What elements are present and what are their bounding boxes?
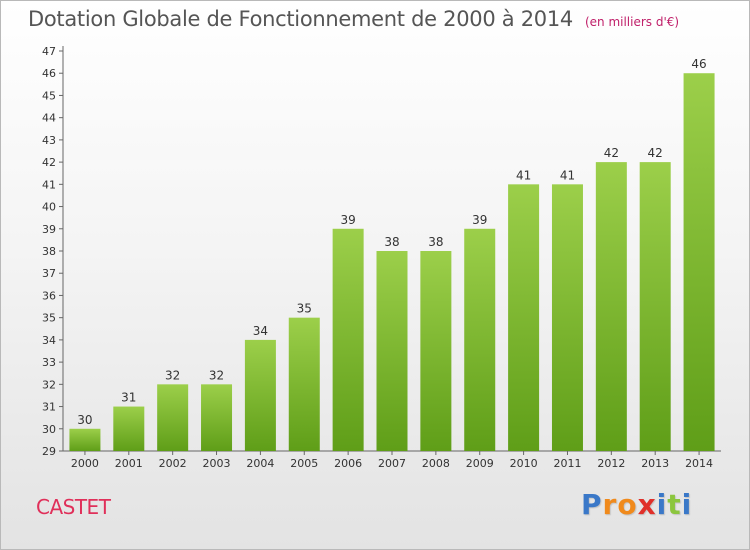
x-tick-label: 2014 [685, 457, 713, 470]
y-tick-label: 41 [42, 178, 56, 191]
bar [508, 184, 540, 452]
logo-letter: r [602, 488, 618, 521]
bar-value-label: 39 [340, 213, 355, 227]
x-tick-label: 2009 [466, 457, 494, 470]
x-tick-label: 2002 [159, 457, 187, 470]
y-tick-label: 45 [42, 89, 56, 102]
x-tick-label: 2012 [597, 457, 625, 470]
y-tick-label: 34 [42, 334, 56, 347]
bar-value-label: 42 [648, 146, 663, 160]
town-name: CASTET [36, 495, 111, 519]
y-tick-label: 36 [42, 289, 56, 302]
logo-letter: o [617, 488, 638, 521]
bar [551, 184, 583, 452]
y-tick-label: 33 [42, 356, 56, 369]
bar-value-label: 38 [384, 235, 399, 249]
logo-letter: P [581, 488, 603, 521]
chart-title: Dotation Globale de Fonctionnement de 20… [28, 7, 679, 31]
bar-value-label: 34 [253, 324, 268, 338]
bar-value-label: 31 [121, 391, 136, 405]
bar-value-label: 35 [297, 302, 312, 316]
proxiti-logo: Proxiti [581, 488, 692, 521]
y-tick-label: 39 [42, 223, 56, 236]
y-tick-label: 42 [42, 156, 56, 169]
bar-value-label: 38 [428, 235, 443, 249]
y-tick-label: 35 [42, 312, 56, 325]
logo-letter: t [667, 488, 682, 521]
chart-subtitle: (en milliers d'€) [584, 15, 680, 29]
y-tick-label: 47 [42, 45, 56, 58]
bar-value-label: 41 [560, 168, 575, 182]
bar [69, 428, 101, 451]
y-tick-label: 38 [42, 245, 56, 258]
bar [639, 162, 671, 451]
bar-value-label: 42 [604, 146, 619, 160]
bar [464, 228, 496, 451]
y-tick-label: 44 [42, 112, 56, 125]
bar [288, 317, 320, 451]
x-tick-label: 2000 [71, 457, 99, 470]
bar [595, 162, 627, 451]
bar [201, 384, 233, 451]
y-tick-label: 29 [42, 445, 56, 458]
x-tick-label: 2010 [510, 457, 538, 470]
x-tick-label: 2011 [553, 457, 581, 470]
x-tick-label: 2005 [290, 457, 318, 470]
bar [157, 384, 189, 451]
y-tick-label: 32 [42, 378, 56, 391]
bar [420, 251, 452, 451]
bar-value-label: 39 [472, 213, 487, 227]
x-tick-label: 2001 [115, 457, 143, 470]
x-tick-label: 2008 [422, 457, 450, 470]
x-tick-label: 2007 [378, 457, 406, 470]
logo-letter: i [681, 488, 693, 521]
logo-letter: x [637, 488, 657, 521]
y-tick-label: 46 [42, 67, 56, 80]
y-tick-label: 43 [42, 134, 56, 147]
bar-value-label: 30 [77, 413, 92, 427]
bar-value-label: 41 [516, 168, 531, 182]
x-tick-label: 2003 [203, 457, 231, 470]
y-tick-label: 31 [42, 401, 56, 414]
bar [244, 339, 276, 451]
x-tick-label: 2006 [334, 457, 362, 470]
bar [376, 251, 408, 451]
y-tick-label: 40 [42, 201, 56, 214]
bar-value-label: 32 [165, 368, 180, 382]
y-tick-label: 37 [42, 267, 56, 280]
bar [683, 73, 715, 451]
bar-value-label: 46 [691, 57, 706, 71]
bar [332, 228, 364, 451]
x-tick-label: 2004 [246, 457, 274, 470]
bar [113, 406, 145, 451]
bar-value-label: 32 [209, 368, 224, 382]
y-tick-label: 30 [42, 423, 56, 436]
logo-letter: i [656, 488, 668, 521]
x-tick-label: 2013 [641, 457, 669, 470]
chart-title-text: Dotation Globale de Fonctionnement de 20… [28, 7, 573, 31]
